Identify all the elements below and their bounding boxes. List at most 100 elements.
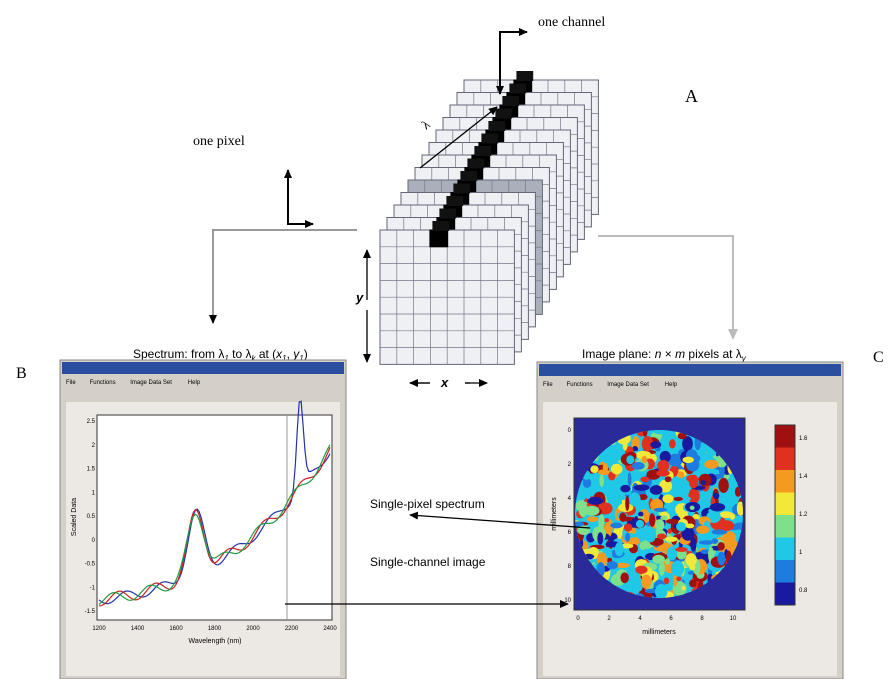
heat-patch [717,542,724,550]
colorbar-cell [775,569,795,574]
panel-c-label: C [873,349,884,366]
y-tick-label: 0.5 [87,514,96,520]
colorbar-cell [775,533,795,538]
colorbar-cell [775,466,795,471]
text: Image plane: [582,347,655,361]
menu-item: Help [665,382,678,388]
heat-patch [627,472,631,486]
colorbar-cell [775,497,795,502]
heat-patch [683,457,694,463]
colorbar-cell [775,583,795,588]
menu-item: Help [188,380,201,386]
text: ) [304,347,308,361]
colorbar-cell [775,529,795,534]
heat-patch [656,470,669,477]
heat-patch [719,520,734,531]
heat-patch [690,506,695,510]
heat-patch [607,561,618,569]
image-plane-label: Image plane: n × m pixels at λy [582,347,747,363]
heat-patch [690,537,696,551]
heat-patch [696,526,709,534]
colorbar-cell [775,488,795,493]
colorbar-cell [775,574,795,579]
text: at ( [256,347,277,361]
title-bar [62,362,344,374]
x-tick-label: 2400 [323,626,337,632]
colorbar-cell [775,551,795,556]
slice [380,221,514,364]
y-tick-label: 10 [564,598,571,604]
x-tick-label: 10 [730,616,737,622]
colorbar-cell [775,592,795,597]
selected-pixel [429,230,448,248]
pixel-depth [439,209,456,219]
colorbar-cell [775,520,795,525]
heat-patch [660,516,667,520]
colorbar-cell [775,448,795,453]
lambda-label: λ [419,116,434,132]
menu-item: Functions [90,380,116,386]
spectrum-arrow [213,230,357,323]
pixel-depth [474,146,491,156]
heat-patch [689,477,698,489]
colorbar-tick-label: 1.4 [799,474,808,480]
x-tick-label: 1600 [169,626,183,632]
heat-patch [587,516,599,521]
x-label: x [440,375,449,390]
colorbar-tick-label: 1.6 [799,436,808,442]
menu-item: File [543,382,553,388]
colorbar-cell [775,547,795,552]
heat-patch [599,474,604,487]
heat-patch [689,564,695,570]
colorbar-tick-label: 1.2 [799,512,808,518]
colorbar-cell [775,479,795,484]
heat-patch [688,488,699,504]
heat-patch [654,508,667,512]
heat-patch [704,460,718,469]
pixel-depth [467,159,484,169]
x-tick-label: 2000 [246,626,260,632]
heat-patch [676,522,686,531]
pixel-depth [495,109,512,119]
heat-patch [717,552,725,566]
heat-patch [673,497,683,501]
heat-patch [712,538,719,544]
heat-patch [676,577,681,581]
single-pixel-label: Single-pixel spectrum [370,497,485,511]
heat-patch [611,464,623,475]
colorbar-cell [775,452,795,457]
heat-patch [640,541,647,550]
colorbar-cell [775,493,795,498]
heat-patch [626,455,634,464]
heat-patch [641,574,651,588]
heat-patch [615,542,624,556]
colorbar-cell [775,587,795,592]
pixel-depth [509,84,526,94]
pixel-depth [516,71,533,81]
text: , [287,347,294,361]
heat-patch [718,478,728,493]
heat-patch [650,485,663,495]
colorbar-cell [775,524,795,529]
heat-patch [665,536,678,541]
colorbar-cell [775,506,795,511]
x-tick-label: 1400 [131,626,145,632]
y-label: y [355,290,364,305]
one-pixel-label: one pixel [193,134,245,149]
colorbar-cell [775,502,795,507]
heat-patch [664,577,670,584]
x-tick-label: 1200 [92,626,106,632]
heat-patch [598,514,604,530]
text: m [675,347,685,361]
heat-patch [650,441,661,448]
heat-patch [677,471,684,478]
heat-patch [665,476,672,482]
colorbar-cell [775,511,795,516]
title-bar [539,364,841,376]
pixel-depth [488,121,505,131]
text: × [661,347,675,361]
heat-patch [620,572,628,583]
single-channel-label: Single-channel image [370,555,486,569]
heat-patch [635,566,647,574]
